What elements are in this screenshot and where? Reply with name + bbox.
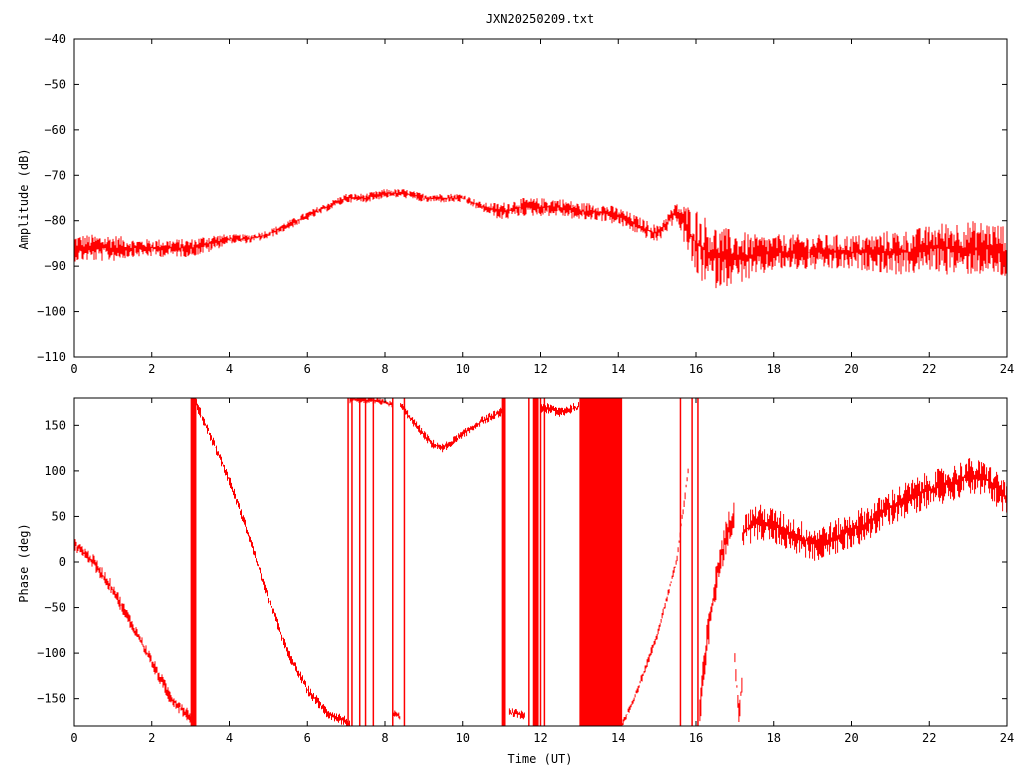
- x-tick-label: 8: [381, 362, 388, 376]
- y-tick-label: −70: [44, 168, 66, 182]
- phase-panel: Phase (deg) Time (UT) 0 2 4 6 8 10 12 14 16 18 20 2…: [17, 397, 1014, 766]
- amplitude-y-axis-label: Amplitude (dB): [17, 148, 31, 249]
- phase-series-line: [540, 402, 579, 417]
- x-tick-label: 24: [1000, 362, 1014, 376]
- x-tick-label: 22: [922, 362, 936, 376]
- y-tick-label: 0: [59, 555, 66, 569]
- phase-series-line: [508, 708, 525, 720]
- phase-series-line: [400, 403, 503, 453]
- y-tick-label: −100: [37, 646, 66, 660]
- x-tick-label: 10: [456, 731, 470, 745]
- y-tick-label: −90: [44, 259, 66, 273]
- x-tick-label: 20: [844, 731, 858, 745]
- phase-wrap-band: [532, 398, 539, 726]
- chart-title: JXN20250209.txt: [486, 12, 594, 26]
- amplitude-series-line: [73, 189, 1008, 289]
- phase-series-line: [699, 502, 735, 722]
- x-tick-label: 0: [70, 362, 77, 376]
- amplitude-plot-frame: [73, 38, 1008, 358]
- phase-series: [73, 398, 1008, 726]
- phase-series-line: [392, 709, 401, 720]
- y-tick-label: 100: [44, 464, 66, 478]
- y-tick-label: −50: [44, 601, 66, 615]
- x-tick-label: 2: [148, 362, 155, 376]
- x-tick-label: 4: [226, 731, 233, 745]
- y-tick-label: −100: [37, 305, 66, 319]
- y-tick-label: −150: [37, 692, 66, 706]
- x-tick-label: 22: [922, 731, 936, 745]
- x-tick-label: 4: [226, 362, 233, 376]
- y-tick-label: −110: [37, 350, 66, 364]
- x-tick-label: 0: [70, 731, 77, 745]
- y-tick-label: 50: [52, 509, 66, 523]
- y-tick-label: −50: [44, 77, 66, 91]
- x-tick-label: 16: [689, 731, 703, 745]
- x-tick-label: 8: [381, 731, 388, 745]
- phase-ticks: 0 2 4 6 8 10 12 14 16 18 20 22 24150100500−50−100−15…: [37, 398, 1014, 745]
- x-tick-label: 16: [689, 362, 703, 376]
- phase-series-line: [349, 398, 393, 408]
- x-tick-label: 18: [767, 731, 781, 745]
- phase-y-axis-label: Phase (deg): [17, 523, 31, 602]
- x-tick-label: 6: [304, 731, 311, 745]
- amplitude-ticks: 0 2 4 6 8 10 12 14 16 18 20 22 24−40−50−60−70−80−90−…: [37, 32, 1014, 376]
- phase-wrap-band: [190, 398, 197, 726]
- y-tick-label: −80: [44, 214, 66, 228]
- phase-series-line: [194, 398, 350, 726]
- time-x-axis-label: Time (UT): [507, 752, 572, 766]
- x-tick-label: 12: [533, 362, 547, 376]
- phase-series-line: [734, 653, 743, 722]
- phase-plot-frame: [73, 397, 1008, 727]
- amplitude-series: [73, 189, 1008, 289]
- x-tick-label: 18: [767, 362, 781, 376]
- x-tick-label: 10: [456, 362, 470, 376]
- amplitude-panel: Amplitude (dB) 0 2 4 6 8 10 12 14 16 18 20 22 24−40−…: [17, 32, 1014, 376]
- y-tick-label: 150: [44, 418, 66, 432]
- x-tick-label: 12: [533, 731, 547, 745]
- x-tick-label: 6: [304, 362, 311, 376]
- x-tick-label: 14: [611, 362, 625, 376]
- phase-wrap-band: [501, 398, 506, 726]
- phase-series-line: [73, 536, 195, 726]
- phase-wrap-band: [579, 398, 623, 726]
- phase-series-line: [621, 468, 689, 726]
- y-tick-label: −60: [44, 123, 66, 137]
- x-tick-label: 14: [611, 731, 625, 745]
- y-tick-label: −40: [44, 32, 66, 46]
- x-tick-label: 20: [844, 362, 858, 376]
- x-tick-label: 24: [1000, 731, 1014, 745]
- x-tick-label: 2: [148, 731, 155, 745]
- phase-series-line: [742, 458, 1008, 561]
